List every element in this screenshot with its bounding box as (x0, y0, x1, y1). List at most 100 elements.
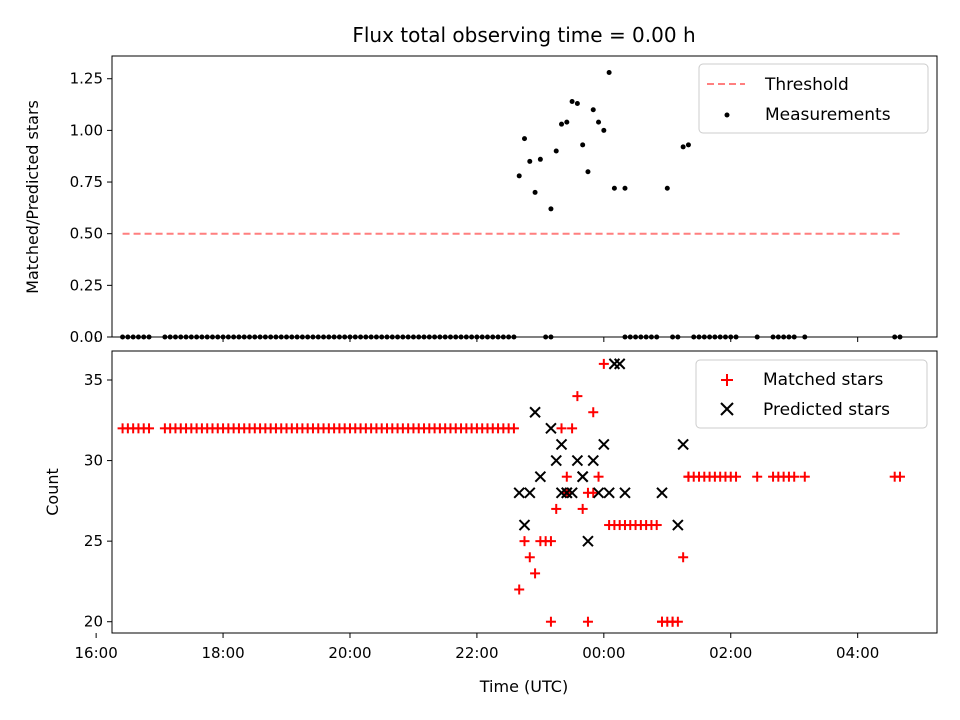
matched-star-marker (524, 552, 535, 563)
predicted-star-marker (513, 487, 525, 499)
y-tick-label: 30 (84, 452, 103, 470)
measurement-point (537, 156, 543, 162)
matched-star-marker (508, 423, 519, 434)
matched-star-marker (651, 520, 662, 531)
top-y-axis-label: Matched/Predicted stars (23, 100, 42, 294)
measurement-point (596, 119, 602, 125)
matched-star-marker (567, 423, 578, 434)
y-tick-label: 0.25 (70, 276, 103, 294)
predicted-star-marker (571, 454, 584, 467)
predicted-star-marker (587, 454, 599, 467)
matched-star-marker (799, 471, 810, 482)
matched-star-marker (731, 471, 742, 482)
measurement-point (548, 206, 554, 212)
measurement-point (590, 107, 596, 113)
matched-star-marker (588, 407, 599, 418)
predicted-star-marker (518, 519, 531, 531)
matched-star-markers (117, 358, 905, 627)
predicted-star-marker (598, 438, 610, 451)
measurement-point (574, 101, 580, 107)
y-tick-label: 1.25 (70, 70, 103, 88)
predicted-star-marker (656, 487, 668, 499)
predicted-star-marker (550, 454, 562, 467)
matched-star-marker (530, 568, 541, 579)
y-tick-label: 0.00 (70, 328, 103, 346)
matched-star-marker (678, 552, 689, 563)
measurement-point (569, 98, 575, 104)
flux-ratio-panel: Flux total observing time = 0.00 h 0.000… (23, 23, 938, 346)
y-tick-label: 35 (84, 371, 103, 389)
matched-star-marker (598, 358, 609, 369)
top-legend-box (698, 63, 929, 134)
measurement-point (559, 121, 565, 127)
matched-star-marker (582, 616, 593, 627)
measurement-points (516, 70, 691, 212)
measurement-point (585, 169, 591, 175)
measurement-point (527, 158, 533, 164)
x-tick-label: 18:00 (201, 644, 244, 662)
bottom-x-ticks: 16:00 18:00 20:00 22:00 00:00 02:00 04:00 (75, 633, 879, 662)
matched-star-marker (551, 503, 562, 514)
y-tick-label: 25 (84, 532, 103, 550)
x-tick-label: 04:00 (836, 644, 879, 662)
matched-star-marker (683, 471, 694, 482)
predicted-star-marker (529, 406, 541, 418)
matched-star-marker (593, 471, 604, 482)
predicted-star-marker (613, 358, 626, 370)
matched-star-marker (667, 616, 678, 627)
matched-star-marker (588, 487, 599, 498)
matched-legend-swatch (721, 374, 733, 386)
measurement-point (611, 185, 617, 191)
measurement-point (516, 173, 522, 179)
star-count-panel: 20 25 30 35 16:00 18:00 20:00 22:00 00:00 02:00 0… (43, 350, 938, 696)
x-axis-label: Time (UTC) (479, 677, 568, 696)
measurement-point (680, 144, 686, 150)
y-tick-label: 20 (84, 613, 103, 631)
matched-star-marker (545, 616, 556, 627)
predicted-star-marker (561, 487, 573, 499)
measurements-legend-label: Measurements (765, 105, 891, 125)
bottom-plot-frame (111, 350, 938, 634)
matched-star-marker (561, 471, 572, 482)
matched-star-marker (657, 616, 667, 627)
matched-star-marker (144, 423, 155, 434)
top-y-ticks: 0.00 0.25 0.50 0.75 1.00 1.25 (70, 70, 112, 346)
y-tick-label: 0.75 (70, 173, 103, 191)
matched-star-marker (572, 391, 583, 402)
predicted-legend-label: Predicted stars (763, 400, 890, 420)
bottom-y-ticks: 20 25 30 35 (84, 371, 112, 631)
top-plot-frame (111, 55, 938, 338)
x-tick-label: 20:00 (328, 644, 371, 662)
predicted-legend-swatch (720, 402, 734, 416)
predicted-star-marker (677, 438, 689, 451)
matched-star-marker (752, 471, 763, 482)
measurement-point (601, 127, 607, 133)
matched-star-marker (545, 536, 556, 547)
bottom-legend-box (695, 359, 928, 429)
measurement-point (532, 189, 538, 195)
measurement-point (564, 119, 570, 125)
predicted-star-markers (513, 358, 689, 547)
matched-star-marker (514, 584, 525, 595)
bottom-legend: Matched stars Predicted stars (695, 359, 928, 429)
measurement-point (685, 142, 691, 148)
matched-star-marker (556, 423, 567, 434)
matched-star-marker (789, 471, 800, 482)
measurement-point (664, 185, 670, 191)
predicted-star-marker (619, 487, 631, 499)
measurement-point (606, 70, 612, 76)
measurement-point (580, 142, 586, 148)
matched-star-marker (577, 503, 588, 514)
matched-legend-label: Matched stars (763, 370, 883, 390)
x-tick-label: 22:00 (455, 644, 498, 662)
predicted-star-marker (534, 470, 547, 483)
x-tick-label: 16:00 (75, 644, 118, 662)
y-tick-label: 0.50 (70, 225, 103, 243)
predicted-star-marker (672, 519, 684, 531)
predicted-star-marker (524, 487, 536, 499)
matched-star-marker (519, 536, 530, 547)
bottom-y-axis-label: Count (43, 468, 62, 516)
x-tick-label: 02:00 (709, 644, 752, 662)
matched-star-marker (894, 471, 905, 482)
